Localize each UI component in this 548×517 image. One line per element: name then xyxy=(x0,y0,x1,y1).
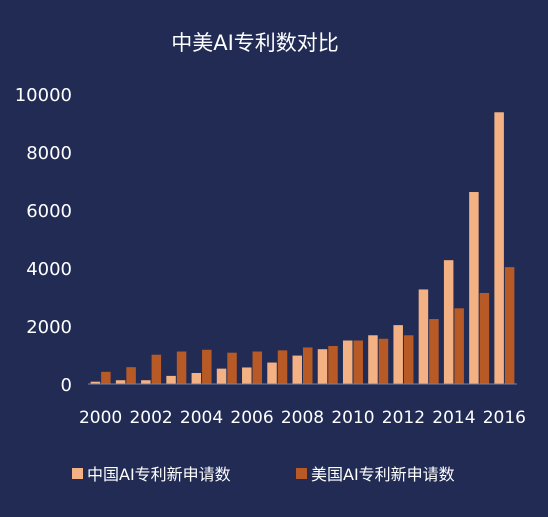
bar-us xyxy=(101,371,111,384)
x-tick-label: 2014 xyxy=(432,408,475,428)
bars xyxy=(90,112,515,385)
bar-china xyxy=(418,289,429,384)
bar-china xyxy=(292,355,302,384)
bar-us xyxy=(277,350,288,384)
bar-us xyxy=(479,292,490,384)
bar-china xyxy=(216,368,227,384)
y-tick-label: 4000 xyxy=(26,259,72,280)
bar-us xyxy=(429,319,439,384)
bar-china xyxy=(368,335,378,384)
bar-us xyxy=(454,308,464,384)
bar-us xyxy=(328,346,338,384)
bar-china xyxy=(166,375,176,384)
legend: 中国AI专利新申请数 美国AI专利新申请数 xyxy=(72,465,455,484)
y-tick-label: 6000 xyxy=(26,201,72,222)
bar-us xyxy=(403,335,414,384)
bar-china xyxy=(115,380,126,384)
bar-us xyxy=(378,338,389,384)
x-tick-label: 2012 xyxy=(382,408,425,428)
bar-china xyxy=(317,349,328,384)
bar-china xyxy=(267,362,277,384)
x-tick-label: 2016 xyxy=(483,408,526,428)
y-tick-label: 0 xyxy=(61,375,72,396)
bar-us xyxy=(504,267,515,384)
bar-us xyxy=(126,367,136,384)
bar-china xyxy=(141,380,151,384)
bar-china xyxy=(242,367,252,384)
bar-china xyxy=(443,260,454,384)
bar-china xyxy=(494,112,504,385)
bar-us xyxy=(227,352,237,384)
bar-china xyxy=(191,372,202,384)
x-tick-label: 2006 xyxy=(230,408,273,428)
y-axis: 0 2000 4000 6000 8000 10000 xyxy=(15,85,72,396)
bar-china xyxy=(469,192,479,384)
x-tick-label: 2010 xyxy=(331,408,374,428)
y-tick-label: 10000 xyxy=(15,85,72,106)
legend-swatch xyxy=(72,468,83,479)
bar-us xyxy=(353,340,363,384)
bar-us xyxy=(303,347,313,384)
legend-swatch xyxy=(296,468,307,479)
bar-us xyxy=(202,349,212,384)
y-tick-label: 2000 xyxy=(26,317,72,338)
x-axis: 2000 2002 2004 2006 2008 2010 2012 2014 2016 xyxy=(79,408,526,428)
bar-china xyxy=(90,381,101,384)
legend-label: 中国AI专利新申请数 xyxy=(87,465,231,484)
x-tick-label: 2000 xyxy=(79,408,122,428)
bar-us xyxy=(151,354,162,384)
bar-china xyxy=(393,325,403,384)
bar-us xyxy=(176,351,187,384)
bar-us xyxy=(252,351,263,384)
legend-label: 美国AI专利新申请数 xyxy=(311,465,455,484)
x-tick-label: 2008 xyxy=(281,408,324,428)
y-tick-label: 8000 xyxy=(26,143,72,164)
x-tick-label: 2004 xyxy=(180,408,223,428)
bar-china xyxy=(342,340,353,384)
x-tick-label: 2002 xyxy=(129,408,172,428)
chart-title: 中美AI专利数对比 xyxy=(171,31,339,55)
